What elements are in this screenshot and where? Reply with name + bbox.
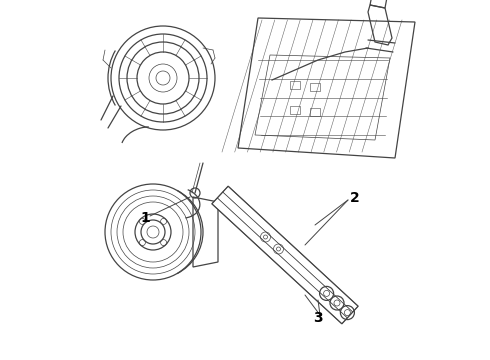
Text: 3: 3	[313, 311, 323, 325]
Text: 2: 2	[350, 191, 360, 205]
Polygon shape	[223, 186, 358, 312]
Bar	[290, 81, 300, 89]
Bar	[310, 108, 320, 116]
Bar	[310, 83, 320, 91]
Text: 1: 1	[140, 211, 150, 225]
Polygon shape	[217, 192, 353, 318]
Polygon shape	[212, 198, 347, 324]
Bar	[290, 106, 300, 114]
